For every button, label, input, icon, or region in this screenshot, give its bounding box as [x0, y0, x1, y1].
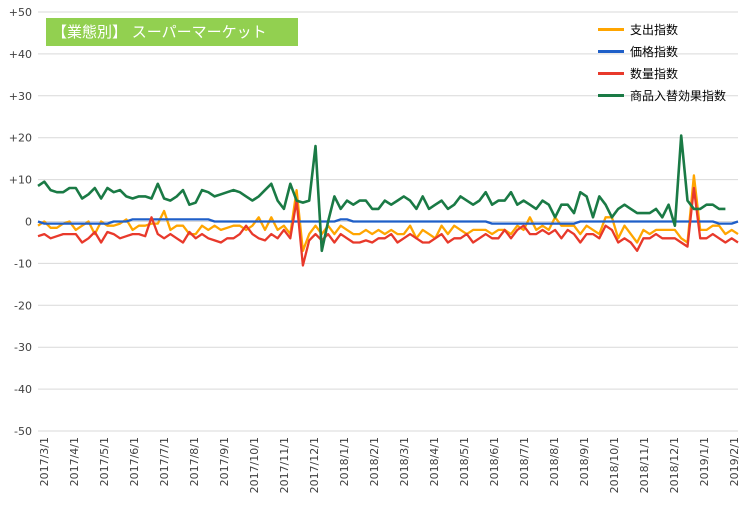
x-tick-label: 2018/5/1 [458, 437, 471, 486]
x-tick-label: 2017/10/1 [248, 437, 261, 493]
legend-label: 数量指数 [630, 66, 679, 81]
y-tick-label: -30 [14, 341, 32, 354]
y-tick-label: -40 [14, 383, 32, 396]
y-tick-label: 0 [25, 216, 32, 229]
y-tick-label: -50 [14, 425, 32, 438]
legend-swatch [598, 71, 624, 75]
y-tick-label: +40 [9, 48, 32, 61]
x-tick-label: 2019/2/1 [728, 437, 741, 486]
x-tick-label: 2017/8/1 [188, 437, 201, 486]
legend-item: 商品入替効果指数 [598, 84, 726, 106]
chart-title: 【業態別】 スーパーマーケット [46, 18, 298, 46]
legend-label: 価格指数 [630, 44, 679, 59]
x-tick-label: 2017/9/1 [218, 437, 231, 486]
legend-item: 数量指数 [598, 62, 726, 84]
series-lines [37, 134, 739, 267]
legend-label: 商品入替効果指数 [630, 88, 727, 103]
legend-item: 価格指数 [598, 40, 726, 62]
series-line [37, 174, 739, 252]
x-tick-label: 2019/1/1 [698, 437, 711, 486]
series-line [37, 186, 739, 267]
x-tick-label: 2018/3/1 [398, 437, 411, 486]
legend-label: 支出指数 [630, 22, 679, 37]
x-tick-label: 2017/11/1 [278, 437, 291, 493]
x-tick-label: 2017/7/1 [158, 437, 171, 486]
x-tick-label: 2018/9/1 [578, 437, 591, 486]
y-tick-label: +10 [9, 174, 32, 187]
series-line [37, 134, 726, 253]
y-axis-tick-labels: +50 +40 +30 +20 +10 0 -10 -20 -30 -40 -50 [9, 6, 32, 438]
x-axis-tick-labels: 2017/3/1 2017/4/1 2017/5/1 2017/6/1 2017/7/1… [38, 437, 741, 493]
legend-item: 支出指数 [598, 18, 726, 40]
x-tick-label: 2018/8/1 [548, 437, 561, 486]
x-tick-label: 2017/12/1 [308, 437, 321, 493]
x-tick-label: 2017/5/1 [98, 437, 111, 486]
x-tick-label: 2017/3/1 [38, 437, 51, 486]
legend-swatch [598, 93, 624, 97]
x-tick-label: 2018/7/1 [518, 437, 531, 486]
x-tick-label: 2018/12/1 [668, 437, 681, 493]
x-tick-label: 2018/2/1 [368, 437, 381, 486]
x-tick-label: 2018/11/1 [638, 437, 651, 493]
x-tick-label: 2017/6/1 [128, 437, 141, 486]
x-tick-label: 2018/10/1 [608, 437, 621, 493]
x-tick-label: 2018/6/1 [488, 437, 501, 486]
legend-swatch [598, 27, 624, 31]
x-tick-label: 2018/1/1 [338, 437, 351, 486]
x-tick-label: 2017/4/1 [68, 437, 81, 486]
y-tick-label: -10 [14, 257, 32, 270]
y-tick-label: -20 [14, 299, 32, 312]
y-tick-label: +20 [9, 132, 32, 145]
legend-swatch [598, 49, 624, 53]
y-tick-label: +50 [9, 6, 32, 19]
x-tick-label: 2018/4/1 [428, 437, 441, 486]
legend: 支出指数 価格指数 数量指数 商品入替効果指数 [598, 18, 726, 106]
y-tick-label: +30 [9, 90, 32, 103]
series-line [37, 218, 739, 225]
